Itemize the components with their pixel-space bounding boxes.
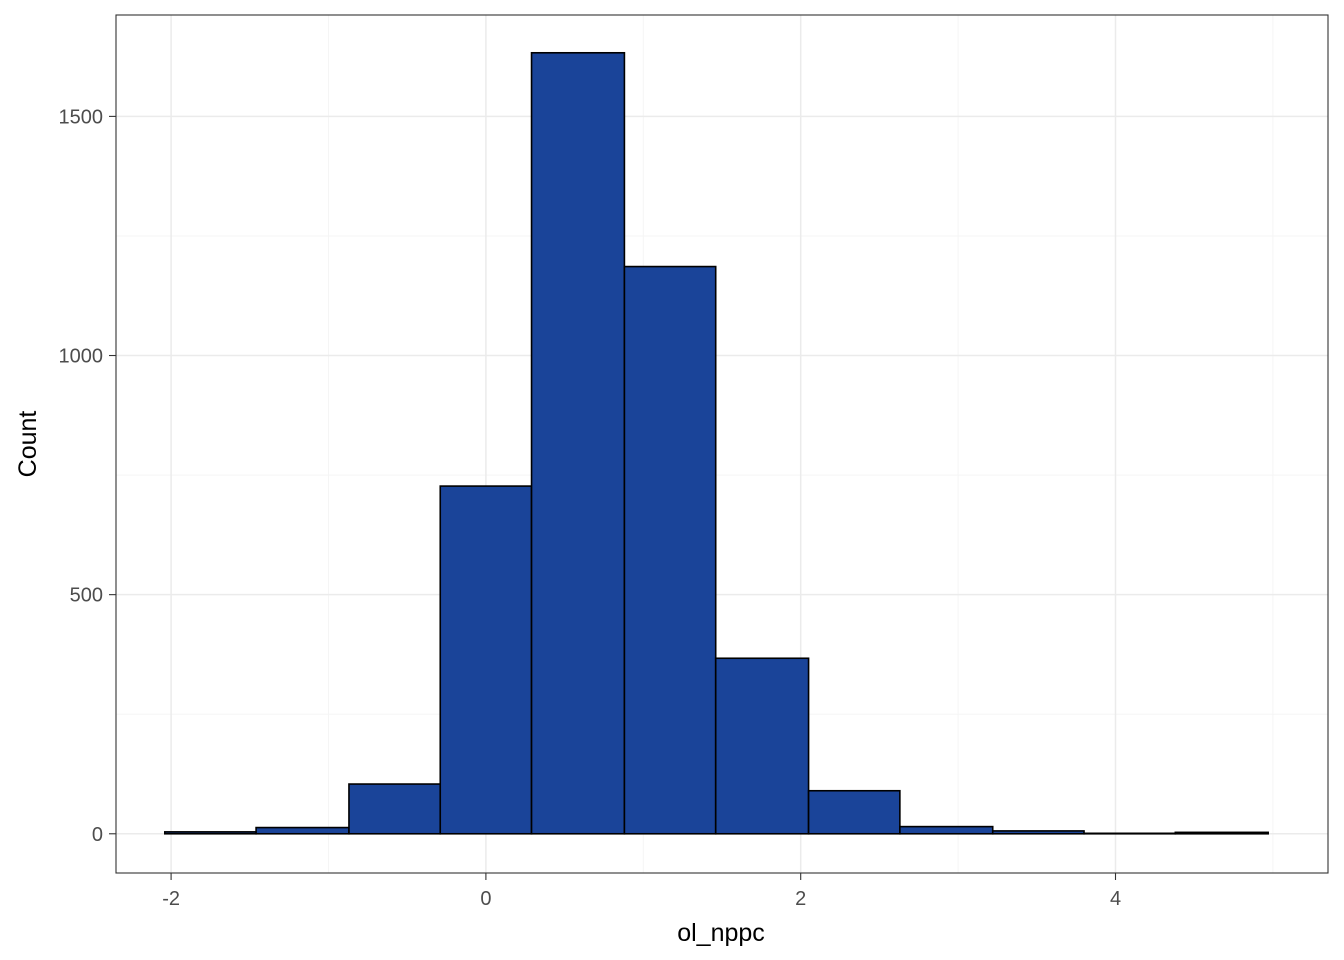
histogram-bar — [991, 830, 1085, 835]
y-tick-label: 1000 — [59, 346, 104, 368]
histogram-bar — [439, 485, 533, 835]
bars-layer — [163, 51, 1269, 835]
x-tick-label: 2 — [795, 888, 806, 910]
x-tick-label: 4 — [1110, 888, 1121, 910]
histogram-bar — [1174, 831, 1269, 835]
x-tick-label: 0 — [480, 888, 491, 910]
histogram-bar — [807, 789, 901, 835]
histogram-bar — [163, 831, 257, 835]
x-tick-label: -2 — [162, 888, 180, 910]
histogram-bar — [899, 825, 994, 835]
y-tick-label: 1500 — [59, 106, 104, 128]
x-axis-title: ol_nppc — [677, 919, 765, 947]
y-tick-label: 500 — [70, 585, 103, 607]
y-tick-label: 0 — [92, 824, 103, 846]
ticks-layer: -2 0 2 4 0 500 1000 1500 — [59, 106, 1122, 910]
panel-border — [115, 14, 1329, 874]
histogram-bar — [623, 265, 717, 835]
histogram-bar — [348, 783, 442, 835]
histogram-bar — [530, 51, 626, 835]
y-axis-title: Count — [14, 411, 42, 478]
histogram-bar — [255, 826, 350, 835]
histogram-bar — [714, 657, 810, 835]
